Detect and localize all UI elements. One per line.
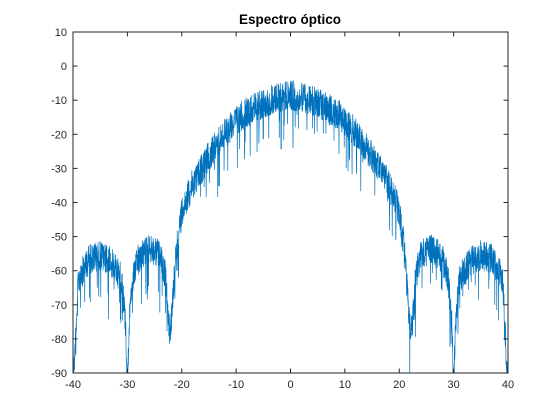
x-tick-label: -20: [174, 379, 190, 391]
x-tick-label: -10: [228, 379, 244, 391]
y-tick-label: -30: [51, 163, 67, 175]
y-tick-label: -80: [51, 334, 67, 346]
y-tick-label: 10: [55, 27, 67, 39]
y-tick-label: -70: [51, 300, 67, 312]
chart-title: Espectro óptico: [239, 12, 341, 27]
y-tick-label: -40: [51, 198, 67, 210]
tick-layer: -40 -30 -20 -10 0 10 20 30 40 10 0 -10 -20 -30 -40 -50 -…: [51, 27, 514, 391]
y-tick-label: -10: [51, 95, 67, 107]
series-layer: [73, 80, 508, 373]
x-tick-label: 0: [287, 379, 293, 391]
y-tick-label: -90: [51, 368, 67, 380]
x-tick-label: 10: [339, 379, 351, 391]
y-tick-label: -60: [51, 266, 67, 278]
series-line-spectrum: [73, 80, 508, 373]
x-tick-label: -40: [65, 379, 81, 391]
x-tick-label: 40: [502, 379, 514, 391]
x-tick-label: -30: [119, 379, 135, 391]
x-tick-label: 30: [448, 379, 460, 391]
y-tick-label: -50: [51, 232, 67, 244]
y-tick-label: 0: [61, 61, 67, 73]
x-tick-label: 20: [393, 379, 405, 391]
y-tick-label: -20: [51, 129, 67, 141]
